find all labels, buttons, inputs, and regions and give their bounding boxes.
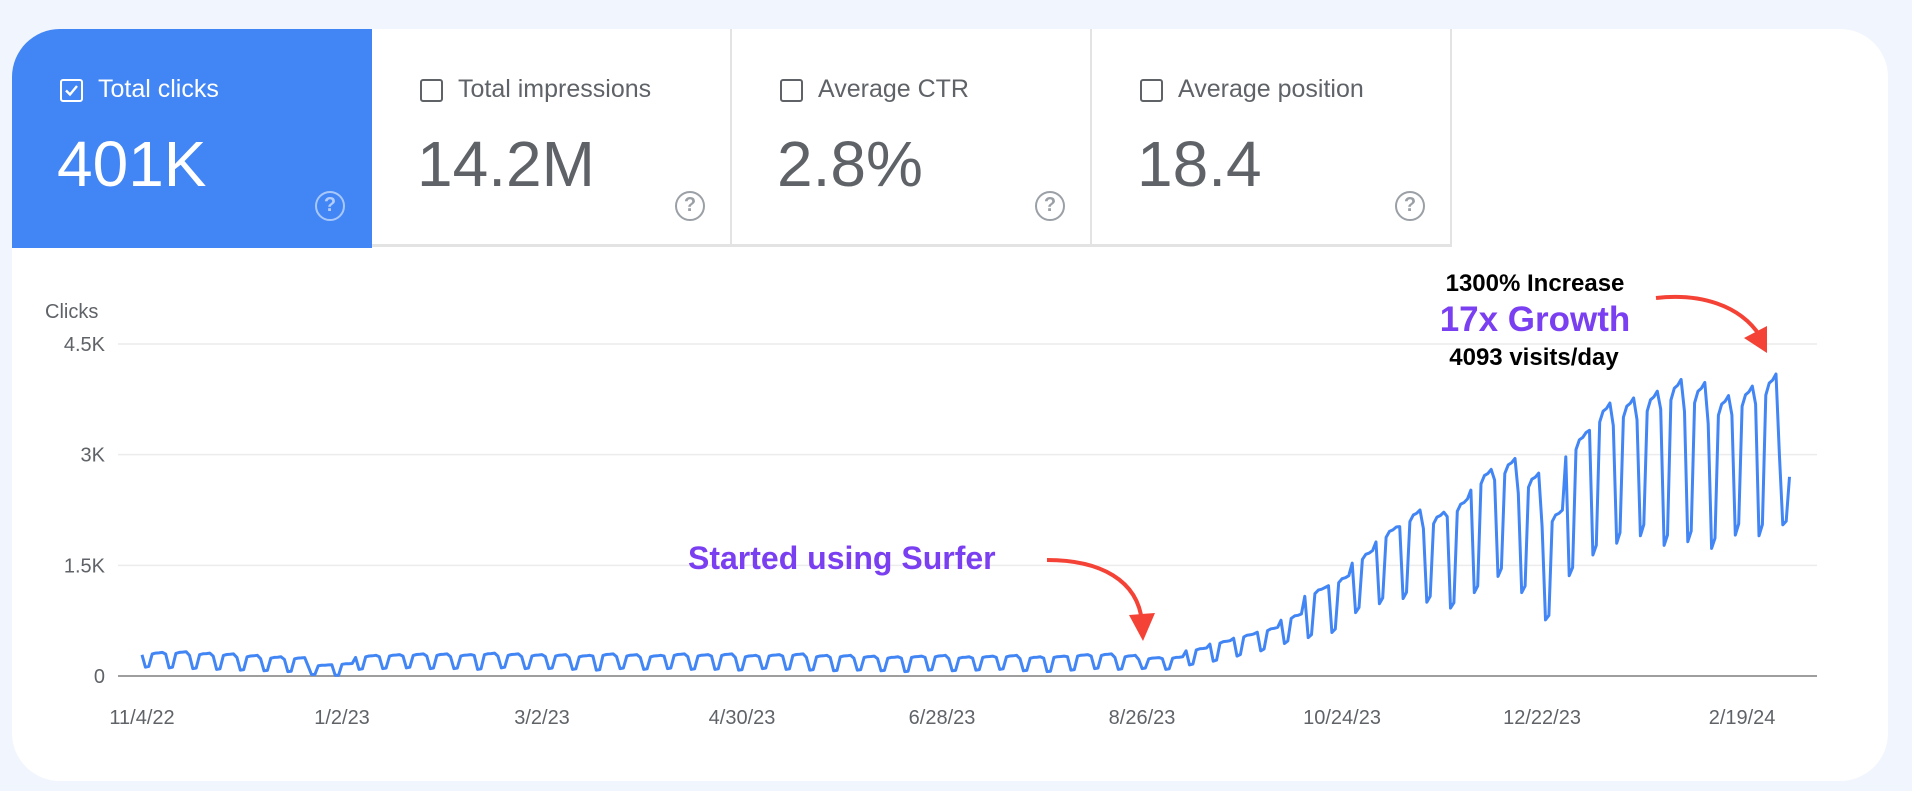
annotation-growth: 17x Growth — [1439, 300, 1631, 339]
annotation-visits-per-day: 4093 visits/day — [1449, 344, 1619, 371]
checkbox-unchecked-icon[interactable] — [1140, 79, 1163, 102]
performance-card: Total clicks 401K ? Total impressions 14… — [12, 29, 1888, 781]
y-tick-label: 3K — [81, 445, 106, 467]
checkbox-checked-icon[interactable] — [60, 79, 83, 102]
arrow-head — [1744, 326, 1767, 353]
x-tick-label: 12/22/23 — [1503, 707, 1581, 729]
y-tick-labels: 0 1.5K 3K 4.5K — [64, 334, 106, 688]
help-icon[interactable]: ? — [1035, 191, 1065, 221]
checkbox-unchecked-icon[interactable] — [780, 79, 803, 102]
y-tick-label: 1.5K — [64, 555, 106, 577]
annotation-started-using-surfer: Started using Surfer — [688, 540, 996, 576]
help-icon[interactable]: ? — [675, 191, 705, 221]
metric-label: Average CTR — [818, 75, 969, 103]
metric-tile-total-impressions[interactable]: Total impressions 14.2M ? — [372, 29, 732, 247]
metric-value: 401K — [57, 128, 207, 200]
help-icon[interactable]: ? — [315, 191, 345, 221]
metric-value: 2.8% — [777, 128, 923, 200]
x-tick-label: 6/28/23 — [909, 707, 976, 729]
gridlines — [118, 343, 1817, 677]
metric-tile-total-clicks[interactable]: Total clicks 401K ? — [12, 29, 372, 248]
checkbox-unchecked-icon[interactable] — [420, 79, 443, 102]
metric-tile-average-ctr[interactable]: Average CTR 2.8% ? — [732, 29, 1092, 247]
x-tick-label: 2/19/24 — [1709, 707, 1776, 729]
x-tick-label: 10/24/23 — [1303, 707, 1381, 729]
metric-value: 18.4 — [1137, 128, 1262, 200]
x-tick-label: 8/26/23 — [1109, 707, 1176, 729]
y-tick-label: 4.5K — [64, 334, 106, 356]
arrow-head — [1129, 613, 1155, 641]
x-tick-label: 3/2/23 — [514, 707, 570, 729]
y-tick-label: 0 — [94, 666, 105, 688]
help-icon[interactable]: ? — [1395, 191, 1425, 221]
metric-value: 14.2M — [417, 128, 595, 200]
clicks-series-line — [140, 372, 1791, 677]
metric-label: Average position — [1178, 75, 1364, 103]
arrow-curve — [1655, 294, 1762, 338]
surfer-arrow — [1046, 558, 1155, 641]
x-tick-label: 11/4/22 — [109, 707, 174, 729]
metric-label: Total impressions — [458, 75, 652, 103]
metric-tile-average-position[interactable]: Average position 18.4 ? — [1092, 29, 1452, 247]
growth-arrow — [1655, 294, 1767, 353]
y-axis-title: Clicks — [45, 301, 98, 323]
x-tick-labels: 11/4/22 1/2/23 3/2/23 4/30/23 6/28/23 8/26/23… — [109, 707, 1775, 729]
arrow-curve — [1046, 558, 1144, 623]
metric-label: Total clicks — [98, 75, 219, 103]
annotation-increase: 1300% Increase — [1445, 270, 1625, 297]
x-tick-label: 4/30/23 — [709, 707, 776, 729]
x-tick-label: 1/2/23 — [314, 707, 370, 729]
